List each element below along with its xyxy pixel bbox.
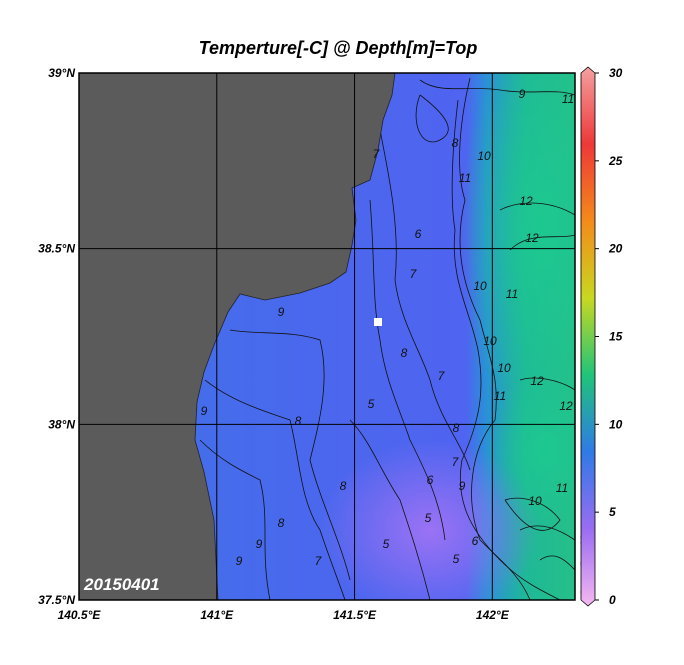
contour-label: 8	[295, 414, 302, 428]
contour-label: 5	[453, 552, 460, 566]
date-label: 20150401	[83, 575, 160, 594]
colorbar-tick-label: 15	[609, 330, 623, 344]
contour-label: 6	[415, 227, 422, 241]
x-tick-label: 140.5°E	[58, 608, 102, 622]
contour-label: 10	[473, 279, 487, 293]
contour-label: 9	[519, 87, 526, 101]
contour-label: 8	[401, 346, 408, 360]
colorbar-tick-label: 0	[609, 593, 616, 607]
cold-region	[320, 440, 540, 600]
contour-label: 9	[278, 305, 285, 319]
contour-label: 11	[556, 481, 568, 495]
warm-region	[460, 73, 575, 430]
colorbar-tick-label: 25	[608, 154, 623, 168]
contour-label: 7	[373, 147, 381, 161]
contour-label: 6	[472, 534, 479, 548]
contour-label: 5	[425, 511, 432, 525]
contour-label: 7	[315, 554, 323, 568]
contour-label: 8	[452, 136, 459, 150]
contour-label: 10	[483, 334, 497, 348]
contour-label: 12	[525, 231, 539, 245]
contour-label: 11	[562, 92, 574, 106]
contour-label: 9	[256, 537, 263, 551]
frame	[78, 72, 576, 601]
contours	[199, 77, 575, 600]
contour-label: 10	[477, 149, 491, 163]
chart-title: Temperture[-C] @ Depth[m]=Top	[199, 38, 478, 58]
contour-label: 10	[528, 494, 542, 508]
x-tick-label: 141°E	[200, 608, 234, 622]
contour-label: 8	[453, 421, 460, 435]
contour-label: 12	[559, 399, 573, 413]
contour-label: 7	[410, 267, 418, 281]
land	[79, 73, 396, 600]
x-tick-label: 142°E	[476, 608, 510, 622]
map-area	[79, 73, 575, 600]
contour-label: 10	[497, 361, 511, 375]
colorbar-tick-label: 20	[608, 242, 623, 256]
colorbar-tick-label: 10	[609, 417, 623, 431]
contour-label: 8	[278, 516, 285, 530]
y-tick-label: 38.5°N	[38, 242, 75, 256]
y-tick-label: 37.5°N	[38, 593, 75, 607]
contour-label: 12	[530, 374, 544, 388]
contour-label: 7	[452, 455, 460, 469]
contour-label: 6	[427, 473, 434, 487]
contour-label: 11	[494, 389, 506, 403]
contour-label: 9	[201, 404, 208, 418]
colorbar	[580, 66, 596, 607]
x-tick-label: 141.5°E	[333, 608, 377, 622]
y-tick-label: 39°N	[48, 66, 75, 80]
colorbar-tick-label: 30	[609, 66, 623, 80]
warm-region	[485, 370, 575, 530]
contour-label: 8	[340, 479, 347, 493]
contour-label: 11	[459, 171, 471, 185]
contour-label: 9	[459, 479, 466, 493]
contour-label: 7	[438, 369, 446, 383]
y-tick-label: 38°N	[48, 417, 75, 431]
contour-label: 12	[519, 194, 533, 208]
contour-label: 5	[383, 537, 390, 551]
island	[374, 318, 382, 326]
contour-label: 9	[236, 554, 243, 568]
colorbar-tick-label: 5	[609, 505, 616, 519]
contour-label: 11	[506, 287, 518, 301]
contour-label: 5	[368, 397, 375, 411]
